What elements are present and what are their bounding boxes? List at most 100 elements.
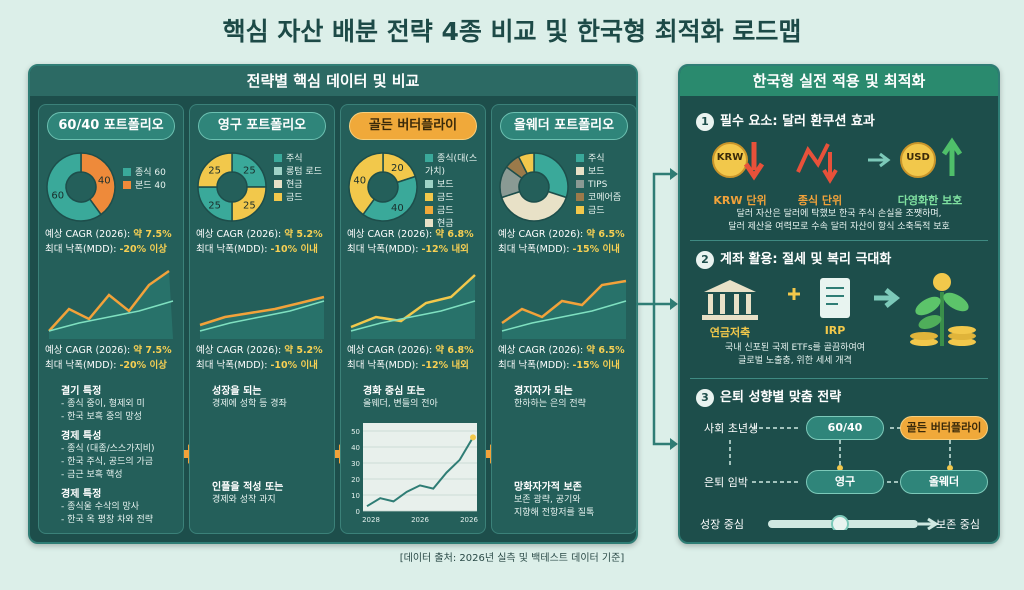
legend: 주식 보드 TIPS 코메어즘 금드 xyxy=(576,153,636,218)
legend: 종식(대(스 가치) 보드 금드 금드 현금 xyxy=(425,153,485,231)
legend-item: 현금 xyxy=(274,179,334,192)
donut-segment xyxy=(533,152,569,199)
donut-segment xyxy=(80,152,116,216)
legend-item: 현금 xyxy=(425,218,485,231)
stat-line: 최대 낙폭(MDD): -15% 이내 xyxy=(498,242,625,257)
legend: 종식 60 본드 40 xyxy=(123,167,183,193)
legend-text: 금드 xyxy=(286,193,303,203)
account-icons xyxy=(702,273,976,346)
note-head: 인플을 적성 또는 xyxy=(212,482,284,493)
stat-value: 약 7.5% xyxy=(133,345,172,356)
page-title: 핵심 자산 배분 전략 4종 비교 및 한국형 최적화 로드맵 xyxy=(222,17,802,46)
y-tick-label: 10 xyxy=(351,492,360,500)
note-line: - 한국 옥 평장 차와 전략 xyxy=(61,515,154,525)
donut-label: 25 xyxy=(243,166,256,177)
note-line: 한하하는 은의 전략 xyxy=(514,399,586,409)
legend-text: 현금 xyxy=(286,180,303,190)
connectors xyxy=(636,168,678,450)
strategy-pill: 영구 xyxy=(806,470,884,494)
legend-text: 보드 xyxy=(588,167,605,177)
chart-area xyxy=(200,297,324,339)
mini-chart xyxy=(350,274,476,339)
legend-item: 보드 xyxy=(576,166,636,179)
donut-label: 40 xyxy=(98,175,111,186)
strategy-column: 올웨더 포트폴리오 주식 보드 TIPS 코메어즘 금드 예상 CAGR (2026): 약… xyxy=(491,104,637,534)
legend-item: 본드 40 xyxy=(123,180,183,193)
stat-line: 예상 CAGR (2026): 약 7.5% xyxy=(45,227,172,242)
donut-label: 20 xyxy=(391,163,404,174)
text-line: 글로벌 노출충, 위한 세세 개격 xyxy=(738,356,852,366)
note-line: 경제에 성학 등 경좌 xyxy=(212,399,287,409)
stat-label: 예상 CAGR (2026): xyxy=(45,345,131,356)
legend-item: 금드 xyxy=(274,192,334,205)
section-text: 달러 자산은 달러에 탁했보 한국 주식 손실을 조쨋하며, 달러 제산을 여력… xyxy=(690,208,988,234)
legend-item: 주식 xyxy=(274,153,334,166)
chart-line-2 xyxy=(48,300,174,332)
note-line: 올웨더, 변들의 전아 xyxy=(363,399,438,409)
stats: 예상 CAGR (2026): 약 7.5% 최대 낙폭(MDD): -20% 이… xyxy=(45,343,172,373)
stat-label: 예상 CAGR (2026): xyxy=(196,229,282,240)
stat-label: 최대 낙폭(MDD): xyxy=(498,244,570,255)
legend-swatch xyxy=(425,180,433,188)
connector-arrows xyxy=(670,168,678,450)
stat-line: 최대 낙폭(MDD): -20% 이상 xyxy=(45,242,172,257)
panel-title: 한국형 실전 적용 및 최적화 xyxy=(680,66,998,96)
legend-text: 금드 xyxy=(437,193,454,203)
legend-text: 롱텀 로드 xyxy=(286,167,322,177)
stat-line: 예상 CAGR (2026): 약 6.5% xyxy=(498,343,625,358)
stat-value: 약 6.8% xyxy=(435,345,474,356)
donut-label: 25 xyxy=(208,200,221,211)
stat-value: 약 6.5% xyxy=(586,345,625,356)
note-line: - 종식 (대종/스스가지비) xyxy=(61,444,155,454)
note-line: - 종식 중이, 형제외 미 xyxy=(61,399,145,409)
legend-swatch xyxy=(576,154,584,162)
note-line: 보존 광략, 공기와 xyxy=(514,495,581,505)
label: 다영화한 보호 xyxy=(897,194,963,207)
legend-item: 금드 xyxy=(576,205,636,218)
stats: 예상 CAGR (2026): 약 6.8% 최대 낙폭(MDD): -12% 내… xyxy=(347,227,474,257)
column-header: 영구 포트폴리오 xyxy=(198,112,326,140)
stat-label: 예상 CAGR (2026): xyxy=(45,229,131,240)
stat-label: 최대 낙폭(MDD): xyxy=(347,360,419,371)
growth-end xyxy=(470,434,476,441)
section-text: 국내 신포된 국제 ETFs를 골끔하여여 글로벌 노출충, 위한 세세 개격 xyxy=(690,342,900,368)
note-head: 성장을 되는 xyxy=(212,386,262,397)
section-3: 3 은퇴 성향별 맞춤 전략 사회 초년생 60/40 골든 버터플라이 은퇴 임… xyxy=(690,380,988,531)
section-title: 1 필수 요소: 달러 환쿠션 효과 xyxy=(696,110,875,131)
legend-text: 코메어즘 xyxy=(588,193,622,203)
legend-text: 금드 xyxy=(588,206,605,216)
note-line: - 금근 보흑 핵성 xyxy=(61,470,123,480)
stat-label: 예상 CAGR (2026): xyxy=(347,345,433,356)
connector-line xyxy=(636,172,674,446)
legend-swatch xyxy=(576,193,584,201)
label: 종식 단위 xyxy=(797,194,843,207)
text-line: 국내 신포된 국제 ETFs를 골끔하여여 xyxy=(724,343,866,353)
note-line: 지향해 전항저를 질톡 xyxy=(514,508,595,518)
donut xyxy=(499,152,569,222)
stat-label: 최대 낙폭(MDD): xyxy=(347,244,419,255)
legend-swatch xyxy=(576,180,584,188)
legend-item: TIPS xyxy=(576,179,636,192)
chart-line xyxy=(199,295,325,327)
legend-swatch xyxy=(425,154,433,162)
growth-line xyxy=(366,436,474,508)
right-panel: 한국형 실전 적용 및 최적화 1 필수 요소: 달러 환쿠션 효과 KRW US… xyxy=(678,64,1000,544)
section-title: 2 계좌 활용: 절세 및 복리 극대화 xyxy=(696,248,891,269)
stat-value: 약 6.5% xyxy=(586,229,625,240)
stat-line: 예상 CAGR (2026): 약 6.5% xyxy=(498,227,625,242)
donut-label: 40 xyxy=(353,175,366,186)
section-2: 2 계좌 활용: 절세 및 복리 극대화 연금저축 IRP 국내 신포된 국제 E… xyxy=(690,242,988,379)
donut-segment xyxy=(517,152,535,175)
x-tick-label: 2026 xyxy=(411,516,429,524)
note-head: 경화 중심 또는 xyxy=(363,386,426,397)
strategy-column: 영구 포트폴리오 25 25 25 25 주식 롱텀 로드 현금 금드 예상 CAGR (2026… xyxy=(189,104,335,534)
stat-line: 예상 CAGR (2026): 약 6.8% xyxy=(347,227,474,242)
text-line: 달러 제산을 여력모로 수속 달러 자산이 항식 소축독적 보호 xyxy=(728,222,950,232)
legend-text: 본드 40 xyxy=(135,181,166,191)
stat-line: 최대 낙폭(MDD): -20% 이상 xyxy=(45,358,172,373)
note-line: - 한국 보흑 중의 망성 xyxy=(61,412,142,422)
note-block: 경제 특정 - 종식울 수삭의 망사 - 한국 옥 평장 차와 전략 xyxy=(47,488,177,527)
donut-label: 60 xyxy=(51,191,64,202)
